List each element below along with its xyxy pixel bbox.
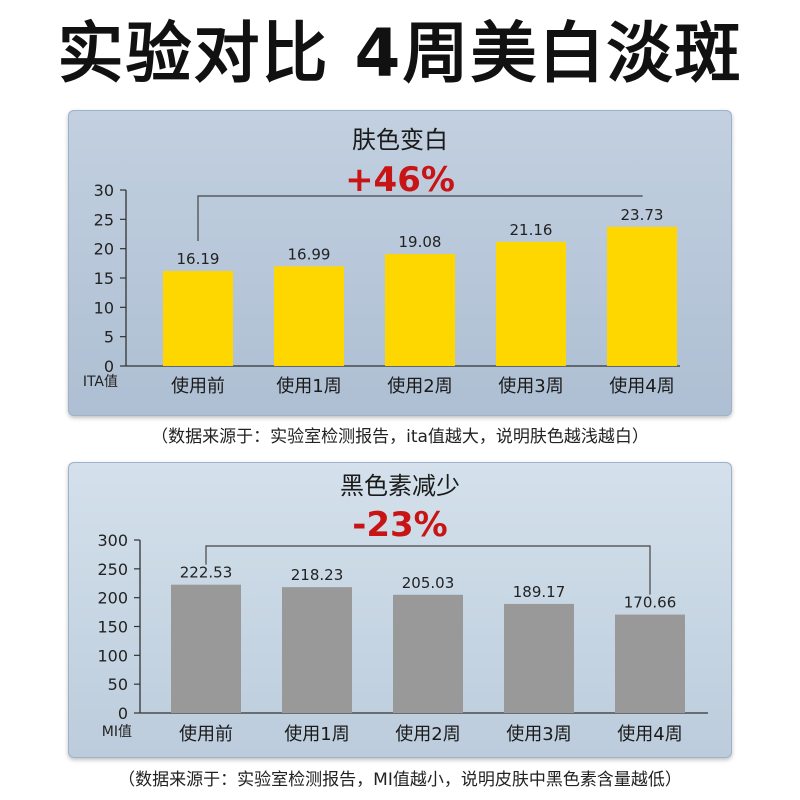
bar: [282, 587, 352, 713]
chart-title: 黑色素减少: [340, 472, 460, 500]
y-tick-label: 50: [108, 675, 128, 694]
bar-value-label: 21.16: [510, 221, 553, 239]
bar-value-label: 23.73: [621, 206, 664, 224]
chart-panel-melanin: 黑色素减少 -23% 0 50 100 150 200 250 300 MI值 222.53 使用前 2…: [68, 462, 732, 758]
category-label: 使用2周: [387, 376, 452, 397]
bar-value-label: 16.99: [288, 245, 331, 263]
bar: [163, 271, 233, 366]
category-label: 使用3周: [506, 724, 571, 745]
y-tick-label: 10: [94, 298, 114, 317]
comparison-bracket: [197, 195, 643, 242]
category-label: 使用1周: [276, 376, 341, 397]
y-tick-label: 5: [104, 328, 114, 347]
bar: [274, 266, 344, 366]
y-tick-label: 200: [97, 589, 128, 608]
y-tick-label: 15: [94, 269, 114, 288]
comparison-bracket: [205, 545, 651, 595]
chart-skin-tone: 肤色变白 +46% 0 5 10 15 20 25 30 ITA值 16.19 使用前 16.99 使用1…: [83, 126, 680, 397]
y-tick-label: 100: [97, 646, 128, 665]
bar-value-label: 218.23: [291, 566, 344, 584]
category-label: 使用4周: [617, 724, 682, 745]
bar-value-label: 19.08: [399, 233, 442, 251]
source-note-melanin: （数据来源于：实验室检测报告，MI值越小，说明皮肤中黑色素含量越低）: [118, 770, 682, 790]
y-tick-label: 250: [97, 560, 128, 579]
y-tick-label: 0: [118, 704, 128, 723]
change-highlight: +46%: [345, 160, 455, 200]
bar: [171, 584, 241, 713]
bar-value-label: 189.17: [513, 583, 566, 601]
source-note-skin-tone: （数据来源于：实验室检测报告，ita值越大，说明肤色越浅越白）: [151, 427, 649, 447]
y-tick-label: 150: [97, 618, 128, 637]
bar: [393, 594, 463, 713]
category-label: 使用1周: [284, 724, 349, 745]
bar: [504, 603, 574, 713]
bar-value-label: 170.66: [624, 594, 677, 612]
bar-value-label: 222.53: [180, 564, 233, 582]
bar: [607, 226, 677, 366]
change-highlight: -23%: [352, 505, 448, 545]
chart-melanin: 黑色素减少 -23% 0 50 100 150 200 250 300 MI值 222.53 使用前 2…: [97, 472, 708, 745]
category-label: 使用2周: [395, 724, 460, 745]
bar: [385, 254, 455, 366]
y-tick-label: 300: [97, 531, 128, 550]
y-tick-label: 20: [94, 240, 114, 259]
category-label: 使用3周: [498, 376, 563, 397]
bar: [615, 614, 685, 713]
bar-value-label: 205.03: [402, 574, 455, 592]
category-label: 使用前: [179, 724, 233, 745]
category-label: 使用4周: [609, 376, 674, 397]
chart-title: 肤色变白: [352, 126, 448, 154]
y-tick-label: 30: [94, 181, 114, 200]
chart-panel-skin-tone: 肤色变白 +46% 0 5 10 15 20 25 30 ITA值 16.19 使用前 16.99 使用1…: [68, 110, 732, 416]
y-tick-label: 25: [94, 210, 114, 229]
y-axis-label: MI值: [102, 724, 132, 740]
y-tick-label: 0: [104, 357, 114, 376]
headline: 实验对比 4周美白淡斑: [57, 15, 743, 92]
bar-value-label: 16.19: [177, 250, 220, 268]
category-label: 使用前: [171, 376, 225, 397]
bar: [496, 241, 566, 366]
y-axis-label: ITA值: [83, 374, 118, 390]
